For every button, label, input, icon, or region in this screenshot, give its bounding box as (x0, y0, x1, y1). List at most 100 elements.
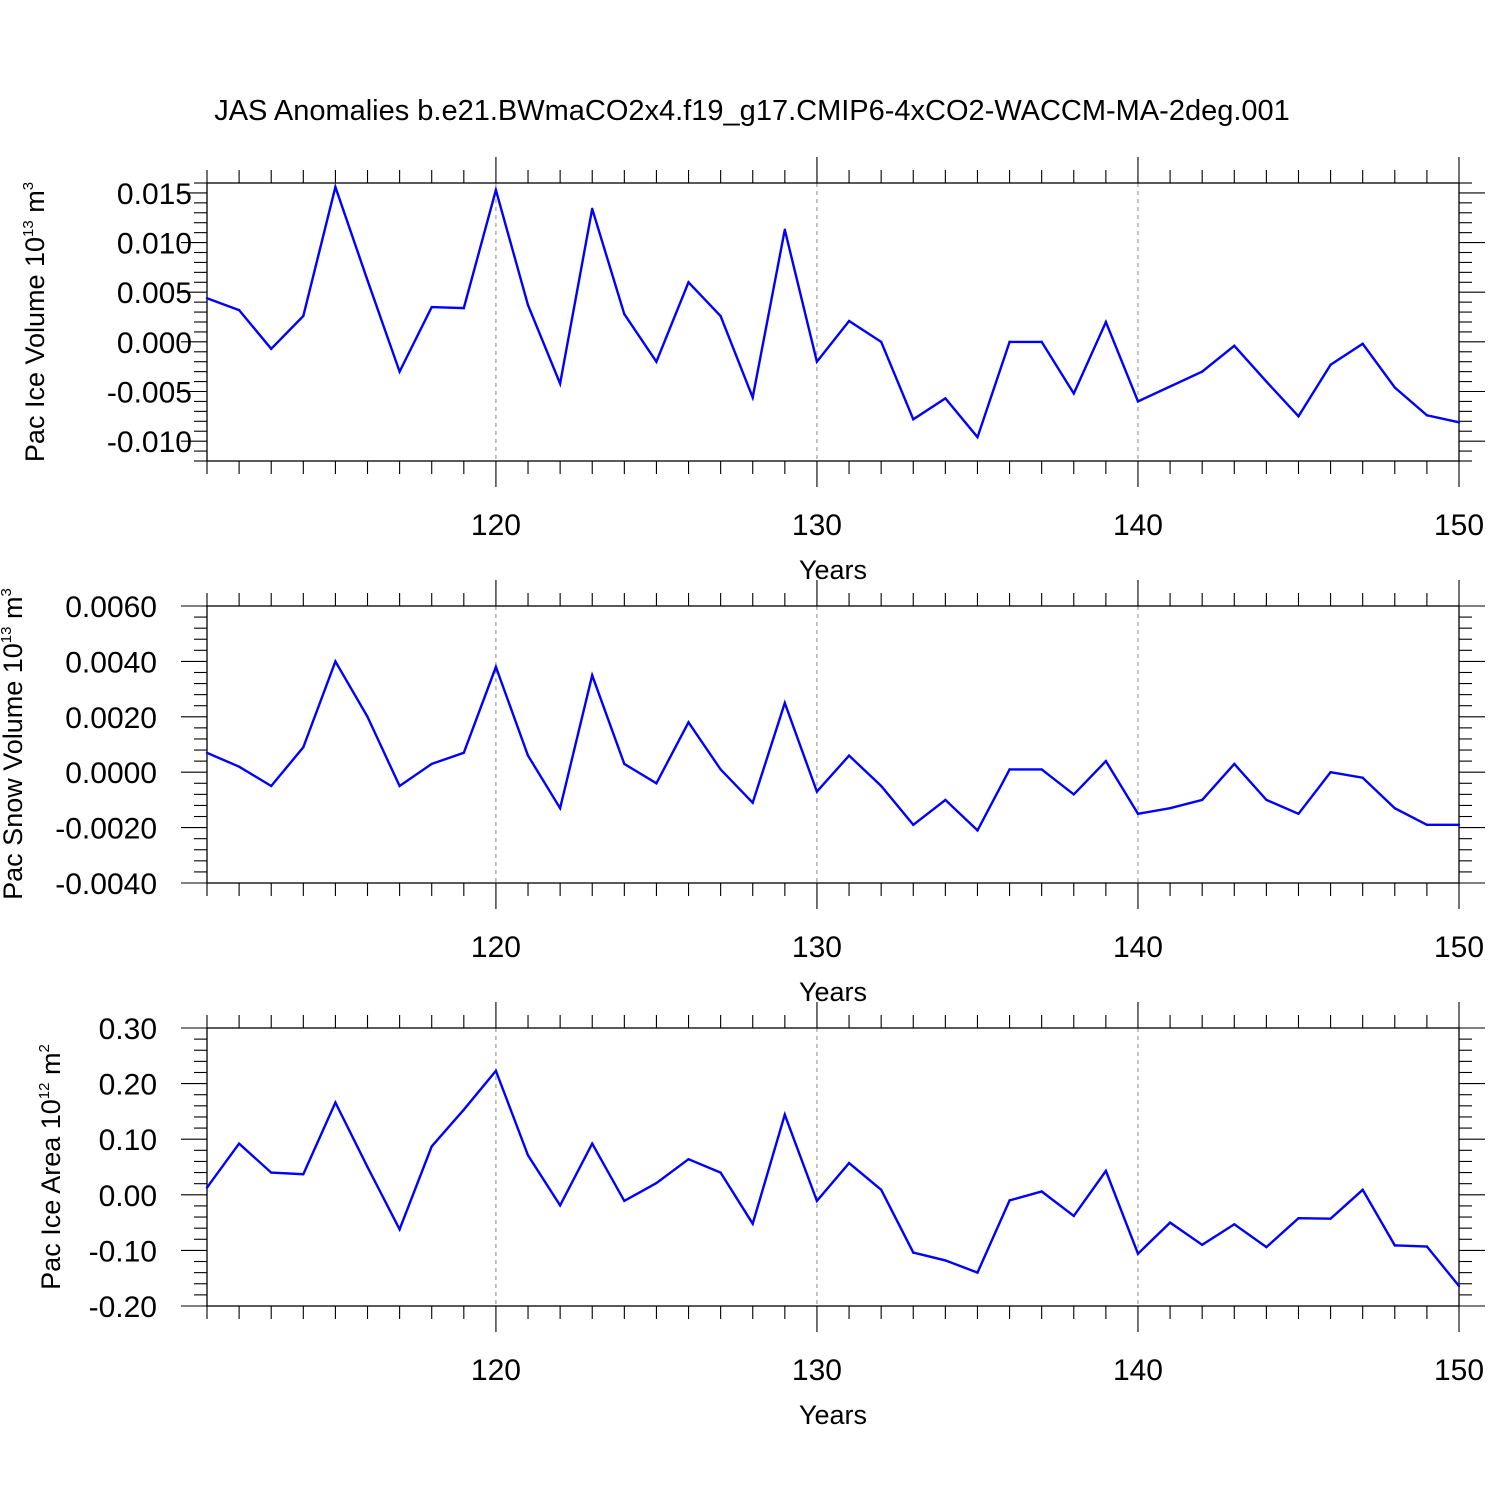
data-point (655, 1181, 658, 1185)
data-point (847, 754, 851, 757)
data-point (526, 303, 530, 307)
data-point (302, 1173, 305, 1176)
data-point (591, 207, 594, 211)
x-tick-label: 120 (471, 509, 521, 542)
data-point (1136, 400, 1140, 403)
data-point (655, 782, 658, 785)
series-line (206, 658, 1459, 833)
panel-1: 120 130 140 150 Years -0.010 -0.005 0.000 0.005 0… (20, 157, 1485, 585)
data-point (623, 762, 626, 766)
plot-frame (206, 605, 1460, 884)
data-point (912, 418, 915, 421)
y-tick-label: 0.10 (99, 1124, 157, 1157)
x-tick-label: 130 (792, 1354, 842, 1387)
data-point (1040, 1190, 1043, 1193)
data-point (494, 665, 498, 669)
data-point (494, 1069, 498, 1073)
y-tick-label: 0.30 (99, 1013, 157, 1046)
data-point (270, 347, 273, 351)
data-point (1297, 812, 1300, 815)
y-tick-label: -0.0040 (55, 868, 157, 901)
data-point (398, 784, 401, 788)
data-point (334, 185, 337, 189)
x-tick-label: 150 (1434, 931, 1484, 964)
y-tick-label: 0.010 (117, 228, 192, 261)
data-point (334, 660, 337, 663)
data-point (366, 279, 369, 282)
data-point (1136, 812, 1140, 815)
data-point (237, 308, 241, 312)
data-point (1040, 768, 1043, 771)
data-point (751, 801, 754, 804)
data-point (558, 1204, 562, 1207)
data-point (205, 296, 209, 300)
data-point (591, 1142, 594, 1145)
data-point (719, 768, 722, 771)
data-point (591, 674, 594, 677)
y-tick-label: 0.0020 (65, 702, 157, 735)
y-tick-label: -0.0020 (55, 813, 157, 846)
y-tick-label: 0.0060 (65, 591, 157, 624)
data-point (751, 396, 754, 399)
data-point (1425, 1245, 1429, 1248)
data-point (1265, 380, 1268, 383)
data-point (558, 382, 562, 385)
data-point (783, 1113, 787, 1116)
y-tick-label: 0.00 (99, 1180, 157, 1213)
data-point (719, 1171, 722, 1174)
data-point (366, 715, 369, 718)
data-point (1457, 421, 1461, 424)
data-point (1072, 793, 1075, 796)
panel-2: 120 130 140 150 Years -0.0040 -0.0020 0.0000 0.0… (0, 580, 1485, 1007)
data-point (1233, 344, 1236, 348)
x-tick-label: 140 (1113, 931, 1163, 964)
data-point (526, 754, 530, 757)
data-point (1168, 385, 1172, 388)
data-point (1168, 1221, 1172, 1224)
data-point (462, 751, 466, 755)
plot-frame (206, 182, 1460, 462)
data-point (1104, 1169, 1108, 1173)
x-tick-label: 150 (1434, 1354, 1484, 1387)
data-point (398, 1228, 401, 1231)
data-point (1104, 320, 1108, 324)
data-point (526, 1154, 530, 1157)
data-point (783, 701, 787, 705)
x-tick-label: 150 (1434, 509, 1484, 542)
y-axis-title: Pac Ice Volume 1013 m3 (20, 182, 50, 462)
data-point (815, 360, 819, 363)
data-point (751, 1222, 754, 1225)
data-point (1040, 340, 1043, 344)
y-tick-label: -0.010 (107, 426, 192, 459)
x-axis-title: Years (799, 1400, 867, 1430)
series-line (206, 182, 1460, 440)
data-point (815, 790, 819, 793)
data-point (1361, 1188, 1364, 1191)
data-point (205, 1186, 209, 1189)
data-point (494, 188, 498, 192)
data-point (1104, 759, 1108, 763)
data-point (623, 1199, 626, 1203)
data-point (944, 1259, 947, 1262)
data-point (558, 807, 562, 810)
data-point (1329, 771, 1332, 774)
data-point (1265, 798, 1268, 802)
data-point (623, 312, 626, 316)
y-tick-label: 0.20 (99, 1069, 157, 1102)
data-point (1168, 807, 1172, 810)
data-point (976, 1271, 979, 1274)
y-axis-title: Pac Snow Volume 1013 m3 (0, 588, 28, 900)
panel-3: 120 130 140 150 Years -0.20 -0.10 0.00 0.10 0.20 0… (36, 1002, 1485, 1430)
series-line (206, 1068, 1460, 1287)
x-tick-label: 130 (792, 931, 842, 964)
data-point (237, 765, 241, 768)
data-point (976, 829, 979, 832)
data-point (237, 1142, 241, 1145)
data-point (1329, 1217, 1332, 1220)
x-axis-title: Years (799, 555, 867, 585)
x-tick-label: 120 (471, 1354, 521, 1387)
y-tick-label: -0.20 (89, 1291, 157, 1324)
data-point (1425, 414, 1429, 417)
y-tick-label: 0.0000 (65, 757, 157, 790)
